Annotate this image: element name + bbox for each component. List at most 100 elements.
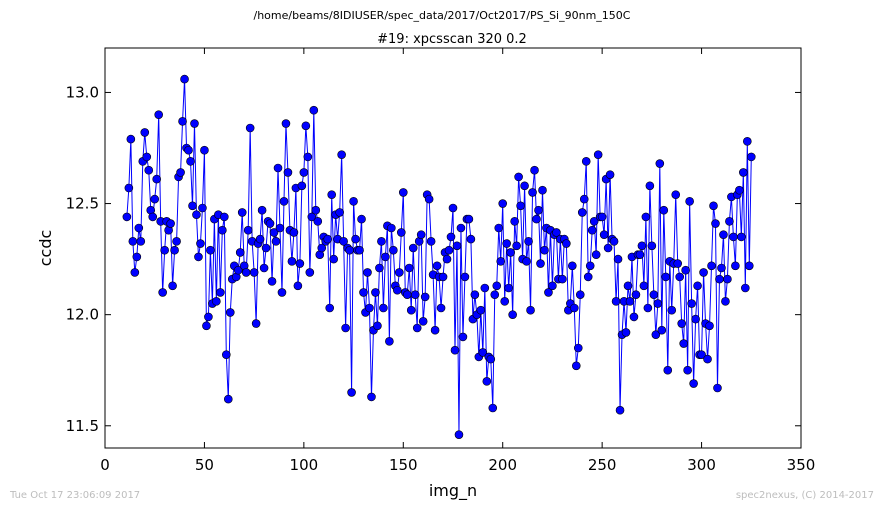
data-point (204, 312, 213, 322)
data-point (737, 232, 746, 242)
data-point (743, 137, 752, 146)
data-point (406, 305, 416, 315)
data-point (613, 254, 623, 264)
data-point (212, 297, 221, 306)
data-point (297, 181, 307, 191)
data-point (717, 263, 726, 273)
data-point (663, 365, 673, 375)
data-point (363, 268, 372, 277)
data-point (522, 257, 531, 266)
data-point (593, 150, 603, 159)
data-point (216, 288, 225, 297)
data-point (393, 285, 402, 295)
data-point (685, 197, 694, 206)
data-point (534, 205, 543, 215)
data-point (168, 281, 177, 291)
data-point (725, 217, 734, 226)
data-point (675, 272, 685, 282)
data-point (548, 281, 557, 291)
data-point (744, 261, 754, 271)
x-tick-label: 300 (687, 456, 716, 474)
data-point (653, 299, 663, 308)
data-point (528, 188, 537, 197)
data-point (631, 290, 641, 299)
data-point (257, 205, 267, 215)
data-point (589, 217, 599, 226)
data-point (166, 219, 175, 228)
data-point (259, 263, 269, 273)
data-point (243, 225, 253, 235)
data-point (323, 234, 333, 244)
data-point (629, 312, 639, 322)
data-point (233, 265, 243, 275)
data-point (711, 219, 720, 228)
data-point (122, 212, 132, 222)
data-point (293, 281, 303, 291)
data-point (225, 308, 235, 317)
data-point (307, 212, 317, 222)
data-point (305, 268, 315, 277)
data-point (635, 250, 645, 259)
data-point (317, 243, 327, 253)
data-point (194, 252, 203, 262)
data-point (299, 168, 309, 177)
data-point (180, 74, 189, 84)
data-point (597, 212, 607, 222)
data-point (237, 208, 247, 217)
data-point (395, 268, 404, 277)
data-point (719, 230, 728, 239)
data-point (490, 290, 500, 299)
data-point (446, 232, 456, 242)
footer-credit: spec2nexus, (C) 2014-2017 (735, 490, 874, 501)
data-point (687, 299, 696, 308)
x-tick-label: 350 (787, 456, 816, 474)
data-point (438, 272, 448, 282)
data-point (444, 245, 454, 255)
data-point (746, 152, 756, 162)
data-point (673, 259, 683, 268)
data-point (691, 314, 700, 324)
data-point (649, 290, 659, 299)
data-point (575, 290, 585, 299)
data-point (448, 203, 458, 213)
data-point (281, 119, 291, 128)
data-point (510, 217, 519, 226)
data-point (571, 361, 581, 371)
y-tick-label: 11.5 (66, 417, 99, 435)
x-tick-label: 50 (195, 456, 214, 474)
data-point (693, 281, 702, 291)
data-point (532, 214, 541, 224)
data-point (275, 223, 285, 233)
data-point (731, 261, 740, 271)
data-point (569, 303, 579, 313)
data-point (359, 288, 368, 297)
data-point (140, 128, 150, 137)
data-point (261, 243, 271, 253)
data-point (587, 225, 597, 235)
data-point (615, 405, 625, 415)
data-point (464, 214, 474, 224)
data-point (202, 321, 211, 331)
plot-area (122, 74, 756, 439)
data-point (355, 245, 364, 255)
data-point (657, 325, 667, 335)
data-point (637, 241, 647, 251)
data-point (524, 237, 533, 246)
data-point (466, 234, 476, 244)
data-point (683, 365, 692, 375)
data-point (170, 245, 179, 255)
data-point (512, 241, 521, 251)
data-point (126, 134, 136, 144)
y-tick-label: 12.0 (66, 306, 99, 324)
data-point (373, 321, 382, 331)
data-point (659, 205, 669, 215)
data-point (558, 274, 567, 284)
x-tick-label: 0 (100, 456, 110, 474)
data-point (345, 245, 354, 255)
data-point (341, 323, 350, 333)
data-point (273, 163, 283, 173)
data-point (713, 383, 722, 393)
data-point (516, 201, 525, 211)
data-point (502, 239, 511, 248)
data-point (398, 188, 408, 197)
